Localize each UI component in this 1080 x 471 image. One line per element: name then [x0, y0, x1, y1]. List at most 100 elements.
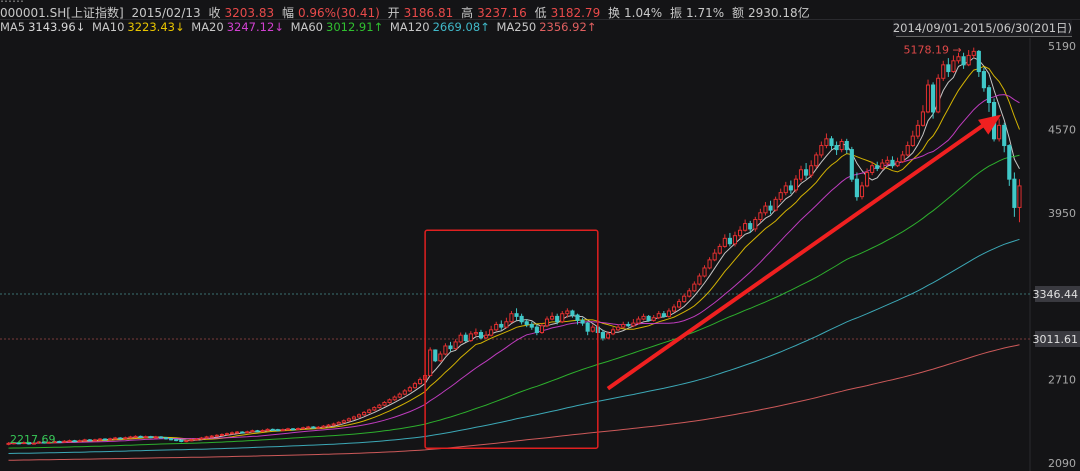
- candle-body: [87, 439, 92, 442]
- date-range-selector[interactable]: 2014/09/01-2015/06/30(201日): [892, 20, 1072, 36]
- candle-body: [407, 387, 412, 392]
- reference-label-box: [1035, 285, 1080, 302]
- candle-body: [179, 439, 184, 442]
- candle-body: [72, 440, 77, 443]
- candle-body: [890, 159, 895, 167]
- reference-label: 3346.44: [1033, 288, 1079, 301]
- candle-body: [656, 313, 661, 319]
- candle-body: [519, 315, 524, 323]
- candle-body: [971, 50, 976, 56]
- high-label: 高: [461, 6, 474, 20]
- candle-body: [565, 310, 570, 315]
- candle-body: [1002, 124, 1007, 147]
- candle-body: [798, 169, 804, 180]
- candle-body: [966, 54, 971, 66]
- candle-body: [270, 428, 275, 431]
- candle-body: [514, 313, 519, 317]
- candle-body: [463, 334, 468, 342]
- candle-body: [885, 159, 890, 164]
- candle-body: [936, 77, 941, 113]
- candle-body: [473, 332, 478, 335]
- candle-body: [194, 438, 199, 441]
- candle-body: [356, 414, 362, 418]
- candle-body: [976, 50, 981, 73]
- candle-body: [864, 171, 870, 187]
- candle-body: [707, 259, 712, 269]
- candle-body: [82, 439, 87, 442]
- candle-body: [26, 442, 31, 445]
- candle-body: [42, 441, 47, 444]
- candle-body: [402, 390, 407, 395]
- candle-body: [600, 332, 605, 339]
- quote-date: 2015/02/13: [131, 6, 201, 20]
- candle-body: [296, 428, 301, 431]
- candle-body: [895, 161, 900, 167]
- candle-body: [438, 353, 443, 362]
- candle-body: [986, 87, 992, 103]
- candle-body: [204, 436, 209, 439]
- candle-body: [671, 306, 677, 312]
- candle-body: [509, 313, 514, 323]
- close-value: 3203.83: [224, 6, 275, 20]
- candle-body: [610, 329, 616, 335]
- candle-body: [839, 141, 844, 151]
- candle-body: [133, 435, 138, 438]
- candle-body: [158, 436, 164, 439]
- candle-body: [1012, 178, 1017, 208]
- candle-body: [529, 323, 534, 328]
- candle-body: [621, 323, 626, 328]
- ma250-line: [8, 344, 1020, 461]
- candle-body: [245, 431, 250, 434]
- candle-body: [727, 237, 732, 245]
- ma60-line: [8, 154, 1020, 449]
- candle-body: [382, 401, 387, 406]
- ma250-value: 2356.92↑: [539, 20, 597, 34]
- candle-body: [981, 71, 986, 89]
- candle-body: [814, 154, 819, 167]
- candle-body: [255, 430, 260, 433]
- ma10-value: 3223.43↓: [127, 20, 185, 34]
- candle-body: [214, 434, 219, 437]
- amount-value: 2930.18亿: [747, 6, 810, 20]
- ma120-value: 2669.08↑: [432, 20, 490, 34]
- candle-body: [250, 430, 255, 433]
- candle-body: [870, 165, 875, 173]
- candle-body: [229, 432, 235, 435]
- candle-body: [148, 436, 153, 439]
- candle-body: [875, 165, 880, 169]
- candle-body: [768, 205, 773, 211]
- candle-body: [697, 275, 702, 285]
- amplitude-label: 振: [670, 6, 683, 20]
- candle-body: [169, 438, 174, 441]
- candle-body: [306, 426, 311, 429]
- candle-body: [748, 223, 753, 230]
- candle-body: [534, 326, 539, 334]
- candle-body: [773, 198, 778, 211]
- candle-body: [753, 219, 758, 230]
- candle-body: [504, 321, 509, 328]
- candle-body: [443, 345, 448, 355]
- y-tick-label: 2090: [1048, 457, 1076, 470]
- candle-body: [138, 435, 143, 438]
- header-divider: [0, 19, 1080, 20]
- candle-body: [575, 314, 580, 321]
- candle-body: [560, 313, 565, 323]
- ma-legend: MA5 3143.96↓ MA10 3223.43↓ MA20 3247.12↓ MA…: [0, 20, 900, 36]
- candle-body: [925, 84, 931, 113]
- low-label: 低: [534, 6, 547, 20]
- candle-body: [636, 318, 641, 324]
- candle-body: [1007, 145, 1012, 180]
- candle-body: [956, 56, 961, 62]
- candle-body: [605, 333, 611, 339]
- close-label: 收: [208, 6, 221, 20]
- candle-body: [824, 138, 829, 147]
- candle-body: [428, 349, 433, 377]
- trend-arrow-line: [606, 118, 993, 391]
- candle-body: [834, 145, 839, 151]
- candle-body: [854, 178, 859, 198]
- candle-body: [585, 322, 590, 332]
- candle-body: [174, 439, 179, 442]
- amount-label: 额: [731, 6, 744, 20]
- candle-body: [737, 229, 743, 237]
